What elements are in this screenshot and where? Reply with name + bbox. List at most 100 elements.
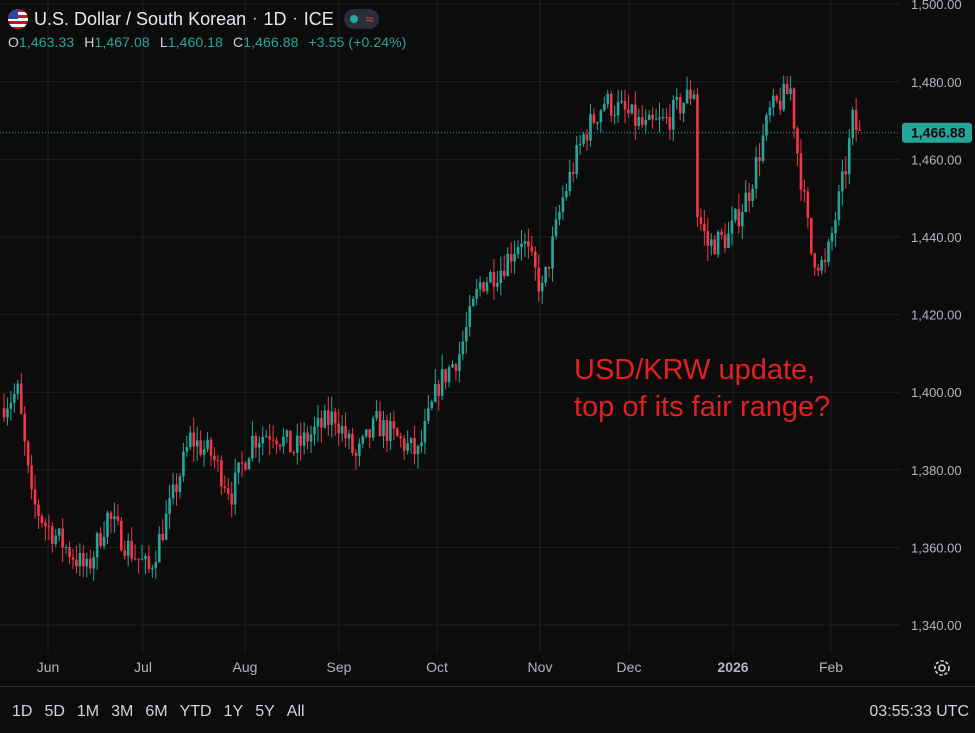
candle-body bbox=[592, 114, 596, 123]
candle-body bbox=[316, 417, 320, 427]
candle-body bbox=[64, 546, 68, 548]
candle-body bbox=[751, 188, 754, 201]
y-tick-label: 1,500.00 bbox=[911, 0, 962, 12]
candle-body bbox=[727, 233, 730, 249]
candle-body bbox=[744, 192, 748, 213]
candle-body bbox=[561, 197, 565, 213]
candle-body bbox=[292, 452, 296, 454]
price-chart[interactable]: 1,340.00 1,360.00 1,380.00 1,400.00 1,420.00… bbox=[0, 0, 975, 686]
candle-body bbox=[116, 516, 120, 521]
y-axis: 1,340.00 1,360.00 1,380.00 1,400.00 1,420.00… bbox=[911, 0, 962, 633]
range-6m-button[interactable]: 6M bbox=[145, 703, 168, 720]
candle-body bbox=[565, 191, 568, 198]
candle-body bbox=[102, 536, 106, 546]
candle-body bbox=[696, 94, 699, 218]
candle-body bbox=[378, 411, 382, 437]
candle-body bbox=[440, 369, 444, 396]
title-separator: · bbox=[292, 10, 298, 27]
candle-body bbox=[47, 526, 51, 528]
candle-body bbox=[285, 430, 289, 437]
candle-body bbox=[485, 282, 489, 292]
candle-body bbox=[347, 433, 351, 439]
candle-body bbox=[78, 553, 82, 567]
candle-body bbox=[275, 440, 278, 445]
candle-body bbox=[178, 476, 182, 493]
range-1y-button[interactable]: 1Y bbox=[223, 703, 244, 720]
candle-body bbox=[837, 191, 841, 221]
candle-body bbox=[516, 247, 520, 255]
candle-body bbox=[368, 429, 371, 438]
last-price-tag: 1,466.88 bbox=[902, 122, 972, 143]
range-ytd-button[interactable]: YTD bbox=[179, 703, 212, 720]
candle-body bbox=[527, 241, 530, 247]
candle-body bbox=[703, 223, 706, 232]
y-tick-label: 1,440.00 bbox=[911, 230, 962, 245]
candle-body bbox=[6, 408, 9, 418]
candle-body bbox=[92, 557, 95, 569]
candle-body bbox=[133, 558, 137, 560]
candle-body bbox=[847, 138, 851, 175]
candle-body bbox=[616, 102, 620, 116]
x-tick-label: Aug bbox=[233, 659, 258, 675]
interval-label[interactable]: 1D bbox=[263, 8, 287, 29]
candle-body bbox=[140, 559, 144, 561]
candle-body bbox=[540, 282, 544, 292]
candle-body bbox=[682, 103, 685, 114]
range-1m-button[interactable]: 1M bbox=[76, 703, 100, 720]
candle-body bbox=[506, 253, 509, 277]
candle-body bbox=[206, 439, 209, 450]
candle-body bbox=[88, 558, 92, 569]
low-key: L bbox=[159, 34, 168, 50]
candle-body bbox=[606, 93, 610, 104]
y-tick-label: 1,340.00 bbox=[911, 618, 962, 633]
candle-body bbox=[820, 259, 823, 271]
last-price-label: 1,466.88 bbox=[911, 125, 966, 141]
candle-body bbox=[40, 515, 44, 523]
candle-body bbox=[109, 512, 113, 520]
candle-body bbox=[189, 432, 192, 448]
candle-body bbox=[558, 212, 561, 220]
candle-body bbox=[57, 528, 61, 536]
candle-body bbox=[396, 428, 399, 437]
candle-body bbox=[599, 110, 603, 123]
candle-body bbox=[192, 432, 196, 447]
candle-body bbox=[289, 430, 292, 453]
range-1d-button[interactable]: 1D bbox=[12, 703, 33, 720]
candle-body bbox=[154, 562, 158, 568]
range-all-button[interactable]: All bbox=[286, 703, 305, 720]
candle-body bbox=[465, 327, 468, 342]
candle-body bbox=[851, 109, 854, 139]
candle-body bbox=[768, 107, 772, 116]
candle-body bbox=[61, 528, 64, 548]
exchange-label: ICE bbox=[303, 8, 334, 29]
candle-body bbox=[199, 440, 202, 455]
range-5y-button[interactable]: 5Y bbox=[255, 703, 275, 720]
candle-body bbox=[823, 259, 827, 263]
range-3m-button[interactable]: 3M bbox=[111, 703, 134, 720]
symbol-row: U.S. Dollar / South Korean · 1D · ICE ≈ bbox=[8, 6, 406, 32]
candle-body bbox=[454, 364, 458, 371]
utc-clock[interactable]: 03:55:33 UTC bbox=[869, 703, 969, 720]
candle-body bbox=[213, 455, 216, 461]
candle-body bbox=[251, 435, 254, 459]
candle-body bbox=[268, 436, 271, 440]
candle-body bbox=[571, 171, 575, 174]
candle-body bbox=[161, 533, 164, 540]
candle-body bbox=[423, 421, 427, 443]
candle-body bbox=[30, 465, 33, 490]
candle-body bbox=[99, 533, 102, 546]
candle-body bbox=[216, 460, 220, 462]
candle-body bbox=[2, 407, 6, 418]
candle-body bbox=[609, 93, 613, 116]
candle-body bbox=[130, 540, 133, 559]
candle-body bbox=[461, 341, 465, 355]
candle-body bbox=[371, 418, 375, 438]
range-5d-button[interactable]: 5D bbox=[44, 703, 65, 720]
chart-legend: U.S. Dollar / South Korean · 1D · ICE ≈ … bbox=[8, 6, 406, 50]
gear-icon[interactable] bbox=[932, 658, 952, 678]
market-status-pill[interactable]: ≈ bbox=[343, 9, 380, 29]
candle-body bbox=[706, 231, 710, 246]
symbol-title[interactable]: U.S. Dollar / South Korean bbox=[34, 8, 247, 29]
candle-body bbox=[689, 89, 692, 99]
y-tick-label: 1,460.00 bbox=[911, 152, 962, 167]
